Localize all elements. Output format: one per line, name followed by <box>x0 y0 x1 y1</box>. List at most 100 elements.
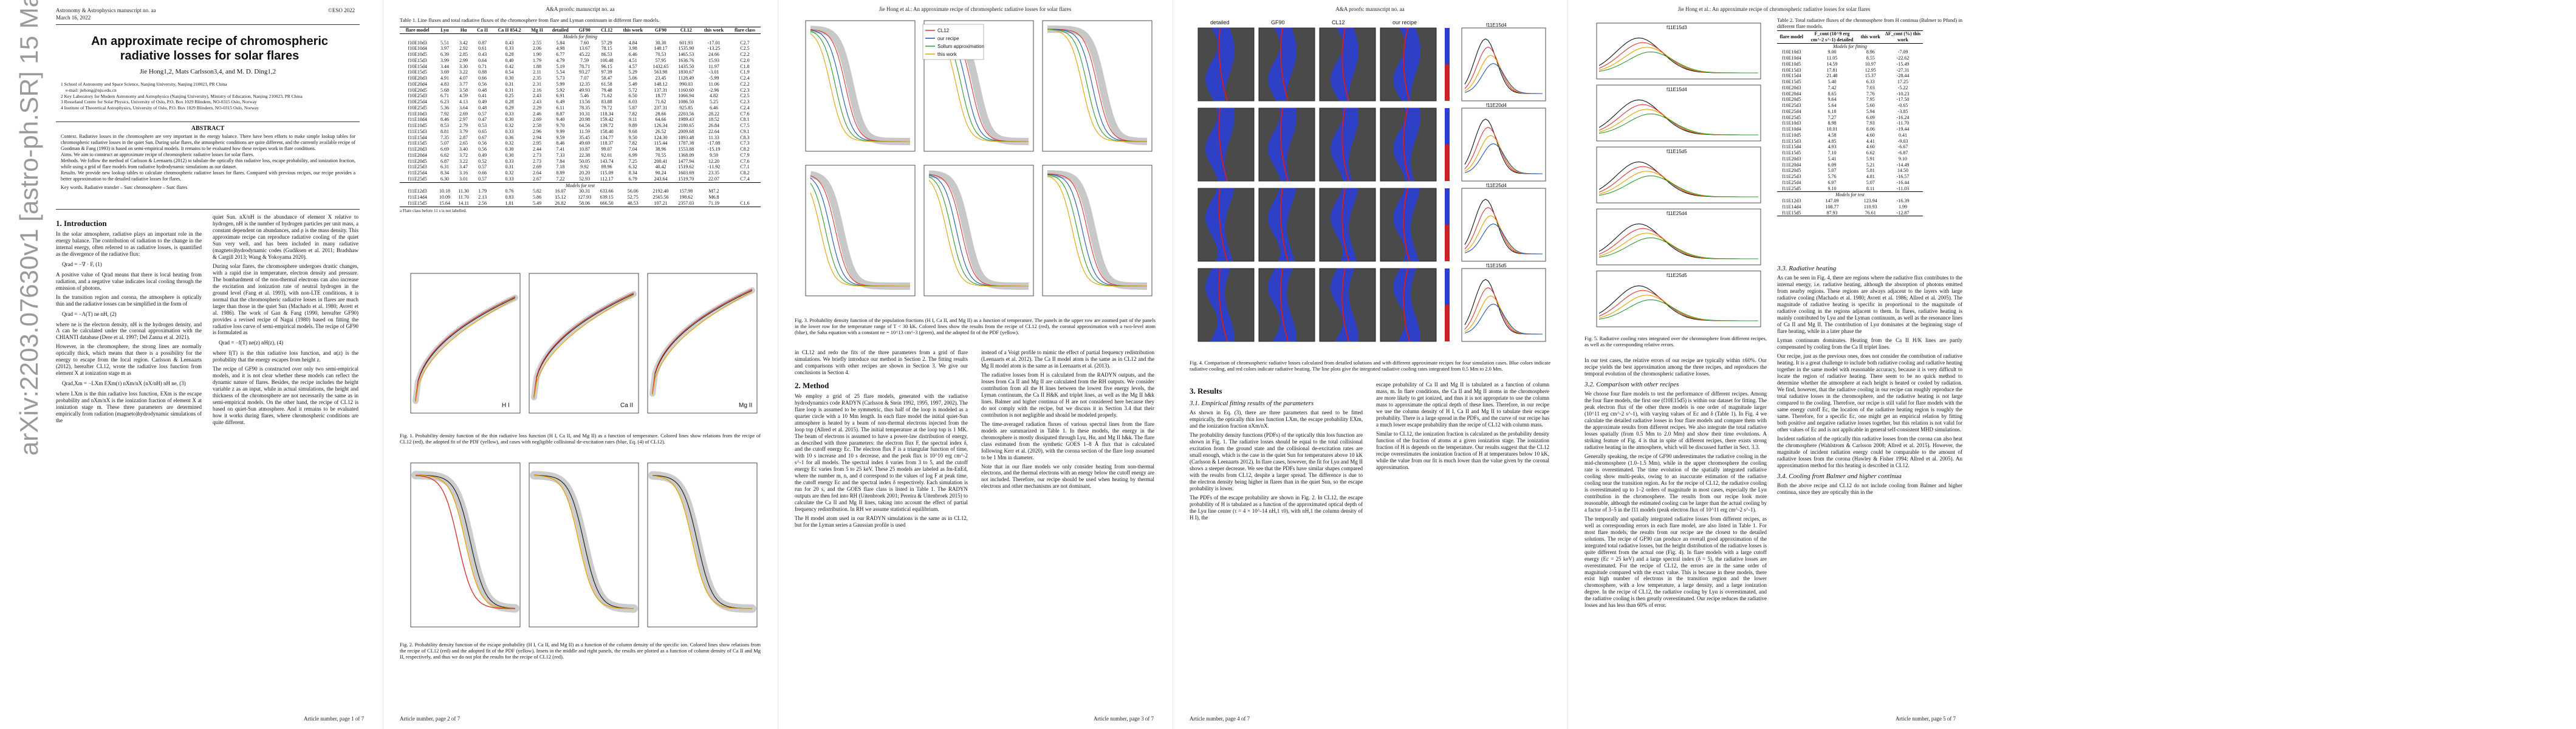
table2-row: f11E20d4 6.09 5.21 -14.49 <box>1777 162 1923 168</box>
page5-footer: Article number, page 5 of 7 <box>1896 716 1956 722</box>
table1-cell: C2.2 <box>740 81 750 87</box>
table1-cell: 6.46 <box>628 52 637 57</box>
table1-row: f10E25d4 6.23 4.13 0.49 0.28 2.43 6.49 13.56 83.… <box>400 99 761 105</box>
table1-cell: 2.69 <box>532 164 541 170</box>
table1-cell: 2.31 <box>532 81 541 87</box>
fig4-cooling-region <box>1331 28 1358 101</box>
p4-col0-c: The PDFs of the escape probability are s… <box>1190 494 1363 521</box>
th-3: Ca II <box>477 27 488 33</box>
table1-subhead: Models for fitting <box>563 33 597 39</box>
table1-test-cell: M7.2 <box>708 188 719 194</box>
table1-row: f11E10d3 7.92 2.69 0.57 0.33 2.46 8.87 10.31 118… <box>400 111 761 117</box>
table2-row: f10E25d4 6.18 5.94 -3.85 <box>1777 109 1923 115</box>
page4-col1: 3. Results 3.1. Empirical fitting result… <box>1190 382 1363 710</box>
table2-cell: 14.50 <box>1897 168 1908 174</box>
table1-body-test: Models for test f11E12d3 10.18 11.30 1.79 0.… <box>400 182 761 207</box>
table1-cell: 57.29 <box>601 39 612 46</box>
table1-cell: 3.30 <box>459 63 468 69</box>
table1-cell: 52.93 <box>579 176 591 182</box>
table1-cell: 1519.70 <box>678 176 694 182</box>
table1-cell: 2.44 <box>532 146 541 152</box>
table2-row: f10E25d3 5.64 5.60 -0.65 <box>1777 103 1923 109</box>
table1-note: a Flare class before 11 s is not labelle… <box>400 208 467 213</box>
table2-cell: f11E20d5 <box>1782 168 1801 174</box>
copyright: ©ESO 2022 <box>328 7 355 13</box>
table2-cell: 7.93 <box>1866 120 1875 126</box>
table1-row: f10E15d4 3.44 3.30 0.71 0.42 1.88 5.19 78.71 96.… <box>400 64 761 70</box>
table2-cell: -6.67 <box>1897 144 1908 150</box>
table1-cell: 7.41 <box>556 146 565 152</box>
table1-cell: 7.59 <box>580 57 589 63</box>
table1-cell: 0.32 <box>505 140 514 146</box>
table1-cell: C8.3 <box>740 134 750 140</box>
table1-cell: 3.64 <box>459 104 468 111</box>
th-12: this work <box>704 27 724 33</box>
table1-cell: 0.56 <box>478 81 487 87</box>
table2-cell: f10E15d3 <box>1781 67 1801 73</box>
table1-cell: 92.01 <box>601 152 612 158</box>
t2-th-3: ΔF_cont (%) this work <box>1885 31 1921 43</box>
arxiv-stamp: arXiv:2203.07630v1 [astro-ph.SR] 15 Mar … <box>15 0 43 456</box>
fig2-pdf-curve <box>533 474 634 609</box>
table2-caption: Table 2. Total radiative fluxes of the c… <box>1777 17 1962 30</box>
table2-row: f11E10d3 8.98 7.93 -11.70 <box>1777 120 1923 126</box>
table1-cell: 137.31 <box>654 87 668 93</box>
table1-cell: 18.52 <box>708 117 720 123</box>
table1-test-cell: 30.31 <box>579 188 591 194</box>
fig4-cooling-region <box>1393 28 1420 101</box>
table2-row: f10E20d3 7.42 7.03 -5.22 <box>1777 85 1923 91</box>
table1-cell: f10E15d3 <box>408 57 427 63</box>
table1-cell: 30.30 <box>655 39 666 46</box>
table2-cell: 8.65 <box>1828 91 1837 97</box>
table1-cell: 9.92 <box>580 164 589 170</box>
table1-cell: 26.52 <box>655 128 666 134</box>
table2-row: f10E10d3 9.00 8.96 -7.09 <box>1777 49 1923 55</box>
table1-cell: 2.73 <box>532 158 541 164</box>
table1-test-cell: 157.98 <box>679 188 693 194</box>
page1-col2: quiet Sun. nX/nH is the abundance of ele… <box>213 214 358 700</box>
table2-cell: f10E10d3 <box>1781 49 1801 55</box>
table1-cell: 0.25 <box>505 93 514 99</box>
table1-cell: 0.66 <box>478 75 487 81</box>
fig2-pdf-curve <box>415 474 516 609</box>
table1-cell: 1603.69 <box>678 170 694 176</box>
th-0: flare model <box>405 27 430 33</box>
table1-cell: -11.92 <box>707 164 721 170</box>
table1-cell: 2180.65 <box>678 123 694 128</box>
table2-subhead: Models for fitting <box>1833 43 1867 49</box>
table2-cell: 14.59 <box>1826 61 1838 67</box>
p3-col2-d: Note that in our flare models we only co… <box>981 463 1154 490</box>
table1-test-cell: 15.12 <box>555 194 566 200</box>
page-3: Jie Hong et al.: An approximate recipe o… <box>790 0 1160 729</box>
table1-test-row: f11E15d5 15.64 14.11 2.56 1.01 5.49 26.82 58.06… <box>400 200 761 207</box>
figure-1: H I Ca II Mg II <box>400 267 761 431</box>
page4-footer: Article number, page 4 of 7 <box>1190 716 1250 722</box>
table2-cell: 5.76 <box>1828 174 1837 179</box>
figure-2-caption: Fig. 2. Probability density function of … <box>400 642 761 660</box>
table1-cell: 148.12 <box>654 81 668 87</box>
fig4-cooling-region <box>1268 188 1297 261</box>
table1-cell: 26.84 <box>708 123 720 128</box>
p4-col0-b: The probability density functions (PDFs)… <box>1190 432 1363 491</box>
table2-cell: 8.98 <box>1828 120 1837 126</box>
fig1-pdf-curve <box>533 293 634 398</box>
table1-cell: 563.98 <box>654 69 668 75</box>
table1-cell: C8.1 <box>740 117 750 123</box>
table2-cell: 17.81 <box>1826 67 1838 73</box>
table2-cell: -5.22 <box>1897 84 1908 91</box>
fig3-legend-label: Sollum approximation <box>937 44 984 49</box>
page2-header: A&A proofs: manuscript no. aa <box>546 6 615 12</box>
table2-cell: f10E15d4 <box>1781 73 1801 79</box>
table1-cell: 7.82 <box>628 111 637 117</box>
table1-cell: 0.33 <box>505 46 514 52</box>
table1-cell: 6.77 <box>556 52 565 57</box>
fig4-lineplot-title: f11E15d4 <box>1486 22 1507 28</box>
table2-cell: -16.24 <box>1896 114 1910 120</box>
table2-cell: f11E10d4 <box>1782 126 1801 132</box>
table1-row: f11E20d5 6.87 3.22 0.52 0.33 2.73 7.84 50.05 143… <box>400 159 761 165</box>
table1-cell: 124.30 <box>654 134 668 140</box>
table1-cell: 7.82 <box>628 140 637 146</box>
table1-cell: 6.99 <box>628 152 637 158</box>
table1-cell: 0.30 <box>505 146 514 152</box>
table1-cell: 3.16 <box>459 170 468 176</box>
